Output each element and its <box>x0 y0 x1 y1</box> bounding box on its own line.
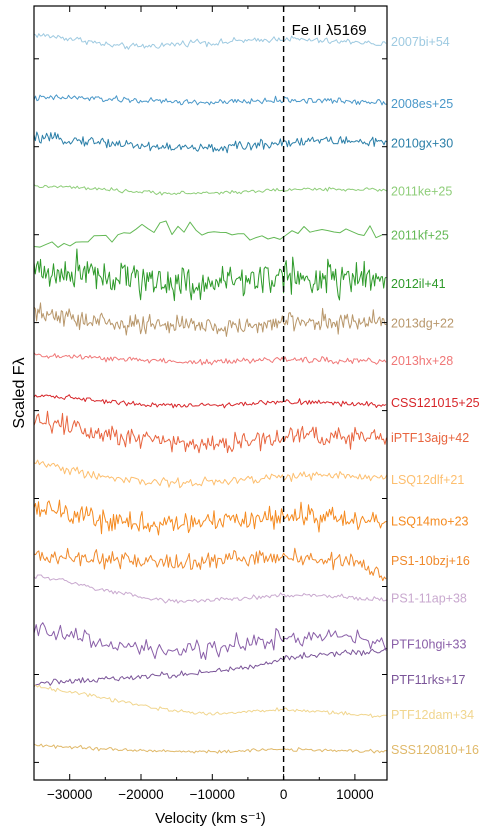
plot-frame <box>33 5 388 781</box>
series-label: PTF12dam+34 <box>391 708 474 722</box>
series-label: PTF10hgi+33 <box>391 638 466 652</box>
series-label: 2013dg+22 <box>391 317 454 331</box>
y-axis-label: Scaled Fλ <box>11 357 28 428</box>
series-label: LSQ12dlf+21 <box>391 473 464 487</box>
spectrum-line <box>34 410 387 454</box>
fe-ii-label: Fe II λ5169 <box>292 22 367 39</box>
series-label: 2013hx+28 <box>391 354 453 368</box>
spectrum-line <box>34 131 387 154</box>
spectrum-line <box>34 33 387 50</box>
spectrum-line <box>34 459 387 489</box>
x-tick-label: −10000 <box>190 787 235 802</box>
spectrum-line <box>34 684 387 718</box>
spectrum-line <box>34 220 383 248</box>
spectrum-line <box>34 622 387 660</box>
series-label: 2008es+25 <box>391 97 453 111</box>
series-label: PTF11rks+17 <box>391 673 465 687</box>
spectrum-line <box>34 547 387 582</box>
spectrum-line <box>34 574 387 604</box>
series-label: LSQ14mo+23 <box>391 515 469 529</box>
x-axis-ticks: −30000 −20000 −10000 0 10000 <box>33 6 374 802</box>
series-label: iPTF13ajg+42 <box>391 431 469 445</box>
spectrum-line <box>34 94 387 106</box>
series-label: 2012il+41 <box>391 277 446 291</box>
spectrum-line <box>34 302 387 337</box>
x-axis-label: Velocity (km s⁻¹) <box>155 810 265 827</box>
spectrum-line <box>34 184 387 196</box>
x-tick-label: −30000 <box>47 787 92 802</box>
series-label: 2011ke+25 <box>391 185 452 199</box>
spectrum-line <box>34 647 387 687</box>
series-label: PS1-10bzj+16 <box>391 554 470 568</box>
series-label: 2011kf+25 <box>391 229 449 243</box>
x-tick-label: 0 <box>280 787 288 802</box>
spectra-lines <box>34 33 387 754</box>
series-label: 2010gx+30 <box>391 136 453 150</box>
series-label: SSS120810+16 <box>391 743 479 757</box>
spectrum-line <box>34 499 387 536</box>
x-tick-label: −20000 <box>118 787 163 802</box>
y-ticks <box>34 58 387 763</box>
spectrum-line <box>34 352 387 366</box>
spectrum-line <box>34 743 387 754</box>
spectrum-line <box>34 248 387 302</box>
series-label: 2007bi+54 <box>391 35 450 49</box>
series-label: PS1-11ap+38 <box>391 591 467 605</box>
series-labels: 2007bi+54 2008es+25 2010gx+30 2011ke+25 2011… <box>391 35 480 757</box>
x-tick-label: 10000 <box>336 787 374 802</box>
series-label: CSS121015+25 <box>391 396 480 410</box>
spectrum-line <box>34 394 387 409</box>
